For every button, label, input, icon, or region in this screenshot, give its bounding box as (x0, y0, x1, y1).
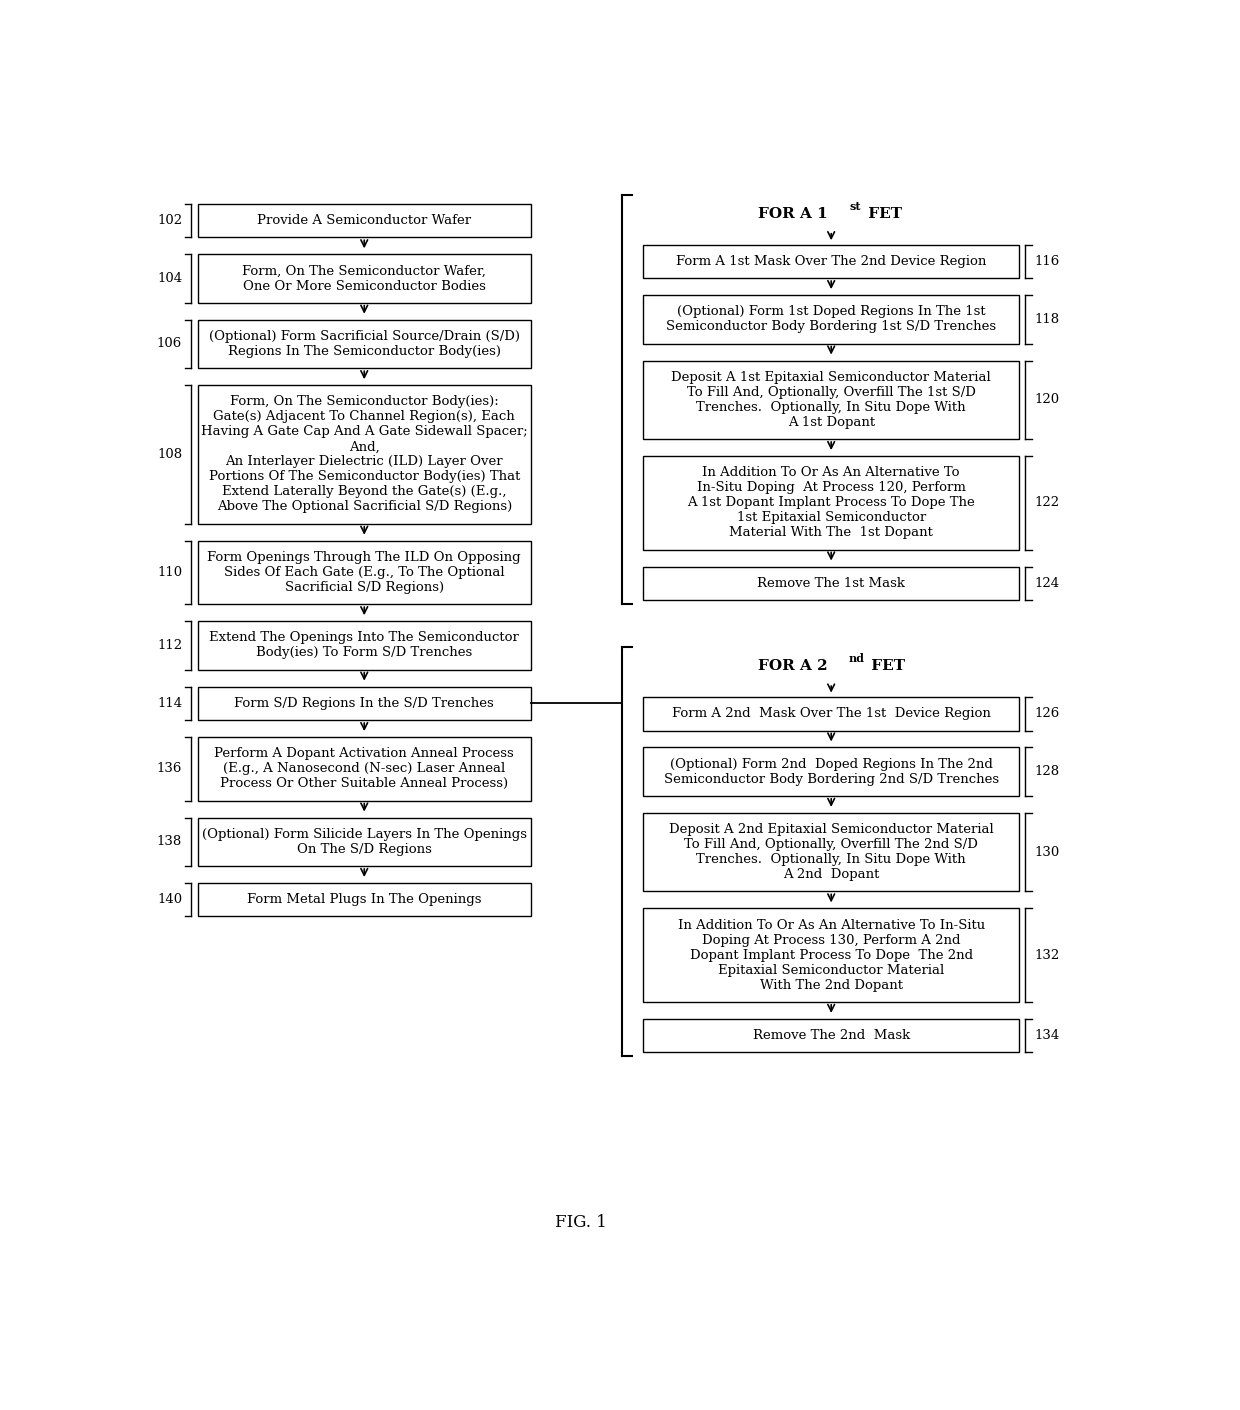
FancyBboxPatch shape (644, 814, 1019, 891)
Text: 128: 128 (1034, 766, 1060, 778)
FancyBboxPatch shape (197, 320, 531, 368)
FancyBboxPatch shape (197, 254, 531, 303)
FancyBboxPatch shape (197, 737, 531, 801)
Text: 110: 110 (157, 565, 182, 580)
Text: (Optional) Form Silicide Layers In The Openings
On The S/D Regions: (Optional) Form Silicide Layers In The O… (202, 828, 527, 856)
FancyBboxPatch shape (197, 540, 531, 605)
FancyBboxPatch shape (644, 455, 1019, 550)
FancyBboxPatch shape (644, 1019, 1019, 1052)
Text: 132: 132 (1034, 949, 1060, 962)
FancyBboxPatch shape (644, 567, 1019, 601)
FancyBboxPatch shape (197, 687, 531, 721)
FancyBboxPatch shape (197, 622, 531, 670)
Text: 108: 108 (157, 448, 182, 461)
FancyBboxPatch shape (644, 245, 1019, 278)
Text: FOR A 1: FOR A 1 (758, 207, 827, 221)
Text: 140: 140 (157, 894, 182, 907)
Text: FET: FET (866, 660, 905, 673)
FancyBboxPatch shape (644, 295, 1019, 344)
Text: Deposit A 1st Epitaxial Semiconductor Material
To Fill And, Optionally, Overfill: Deposit A 1st Epitaxial Semiconductor Ma… (671, 371, 991, 429)
Text: FOR A 2: FOR A 2 (758, 660, 827, 673)
Text: 114: 114 (157, 697, 182, 709)
Text: 102: 102 (157, 214, 182, 227)
Text: Form, On The Semiconductor Wafer,
One Or More Semiconductor Bodies: Form, On The Semiconductor Wafer, One Or… (242, 265, 486, 292)
Text: 122: 122 (1034, 496, 1060, 509)
Text: 126: 126 (1034, 708, 1060, 721)
Text: nd: nd (849, 653, 866, 664)
Text: 116: 116 (1034, 255, 1060, 268)
Text: (Optional) Form 1st Doped Regions In The 1st
Semiconductor Body Bordering 1st S/: (Optional) Form 1st Doped Regions In The… (666, 306, 996, 333)
Text: Form Metal Plugs In The Openings: Form Metal Plugs In The Openings (247, 894, 481, 907)
Text: Remove The 2nd  Mask: Remove The 2nd Mask (753, 1029, 910, 1042)
Text: FET: FET (863, 207, 901, 221)
Text: 130: 130 (1034, 846, 1060, 859)
Text: Form A 1st Mask Over The 2nd Device Region: Form A 1st Mask Over The 2nd Device Regi… (676, 255, 986, 268)
FancyBboxPatch shape (197, 818, 531, 866)
FancyBboxPatch shape (197, 883, 531, 916)
FancyBboxPatch shape (644, 697, 1019, 730)
Text: 120: 120 (1034, 393, 1060, 406)
Text: (Optional) Form Sacrificial Source/Drain (S/D)
Regions In The Semiconductor Body: (Optional) Form Sacrificial Source/Drain… (208, 330, 520, 358)
FancyBboxPatch shape (644, 908, 1019, 1003)
Text: Extend The Openings Into The Semiconductor
Body(ies) To Form S/D Trenches: Extend The Openings Into The Semiconduct… (210, 632, 520, 660)
Text: 138: 138 (157, 835, 182, 849)
Text: Form A 2nd  Mask Over The 1st  Device Region: Form A 2nd Mask Over The 1st Device Regi… (672, 708, 991, 721)
Text: 118: 118 (1034, 313, 1060, 326)
FancyBboxPatch shape (197, 385, 531, 523)
Text: In Addition To Or As An Alternative To
In-Situ Doping  At Process 120, Perform
A: In Addition To Or As An Alternative To I… (687, 467, 975, 539)
Text: 136: 136 (156, 763, 182, 776)
Text: Form Openings Through The ILD On Opposing
Sides Of Each Gate (E.g., To The Optio: Form Openings Through The ILD On Opposin… (207, 551, 521, 594)
Text: In Addition To Or As An Alternative To In-Situ
Doping At Process 130, Perform A : In Addition To Or As An Alternative To I… (677, 919, 985, 991)
Text: Provide A Semiconductor Wafer: Provide A Semiconductor Wafer (257, 214, 471, 227)
Text: (Optional) Form 2nd  Doped Regions In The 2nd
Semiconductor Body Bordering 2nd S: (Optional) Form 2nd Doped Regions In The… (663, 757, 998, 785)
Text: Deposit A 2nd Epitaxial Semiconductor Material
To Fill And, Optionally, Overfill: Deposit A 2nd Epitaxial Semiconductor Ma… (668, 823, 993, 881)
Text: Form, On The Semiconductor Body(ies):
Gate(s) Adjacent To Channel Region(s), Eac: Form, On The Semiconductor Body(ies): Ga… (201, 395, 528, 513)
Text: Perform A Dopant Activation Anneal Process
(E.g., A Nanosecond (N-sec) Laser Ann: Perform A Dopant Activation Anneal Proce… (215, 747, 515, 791)
Text: 112: 112 (157, 639, 182, 651)
Text: 124: 124 (1034, 577, 1060, 589)
Text: 106: 106 (157, 337, 182, 351)
Text: st: st (849, 200, 861, 211)
Text: Form S/D Regions In the S/D Trenches: Form S/D Regions In the S/D Trenches (234, 697, 494, 709)
FancyBboxPatch shape (644, 361, 1019, 439)
Text: FIG. 1: FIG. 1 (556, 1214, 608, 1231)
Text: 134: 134 (1034, 1029, 1060, 1042)
Text: Remove The 1st Mask: Remove The 1st Mask (758, 577, 905, 589)
FancyBboxPatch shape (644, 747, 1019, 797)
FancyBboxPatch shape (197, 204, 531, 237)
Text: 104: 104 (157, 272, 182, 285)
